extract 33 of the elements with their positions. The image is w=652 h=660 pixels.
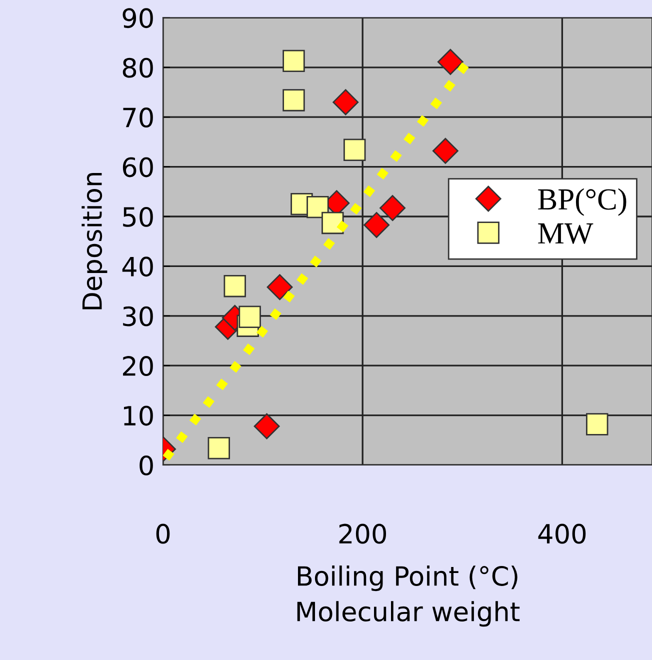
y-tick-label: 20 — [123, 356, 153, 376]
point — [432, 138, 458, 164]
y-tick-label: 80 — [122, 58, 153, 78]
legend-label: BP(°C) — [538, 188, 626, 216]
point — [332, 89, 359, 116]
y-tick-label: 0 — [140, 455, 153, 476]
point — [437, 48, 464, 75]
point — [224, 274, 246, 298]
point — [282, 89, 305, 112]
y-tick-label: 70 — [123, 108, 153, 128]
y-tick-label: 30 — [123, 306, 153, 326]
y-axis-title: Deposition — [82, 173, 108, 310]
y-tick-label: 10 — [124, 406, 153, 426]
point — [364, 212, 390, 238]
y-tick-label: 40 — [122, 256, 153, 277]
y-tick-label: 90 — [122, 8, 153, 28]
point — [238, 306, 261, 328]
y-tick-label: 60 — [122, 157, 153, 178]
point — [306, 196, 329, 218]
point — [343, 138, 366, 162]
legend-label: MW — [538, 223, 594, 244]
x-tick-label: 0 — [156, 524, 170, 544]
point — [282, 50, 305, 72]
point — [266, 274, 293, 300]
x-tick-label: 400 — [538, 524, 586, 544]
point — [208, 436, 230, 460]
point — [254, 413, 280, 440]
x-tick-label: 200 — [339, 524, 386, 544]
x-axis-title: Boiling Point (°C) Molecular weight — [297, 566, 520, 627]
y-tick-label: 50 — [123, 206, 153, 227]
point — [380, 195, 406, 222]
point — [586, 413, 608, 436]
point — [322, 212, 344, 234]
